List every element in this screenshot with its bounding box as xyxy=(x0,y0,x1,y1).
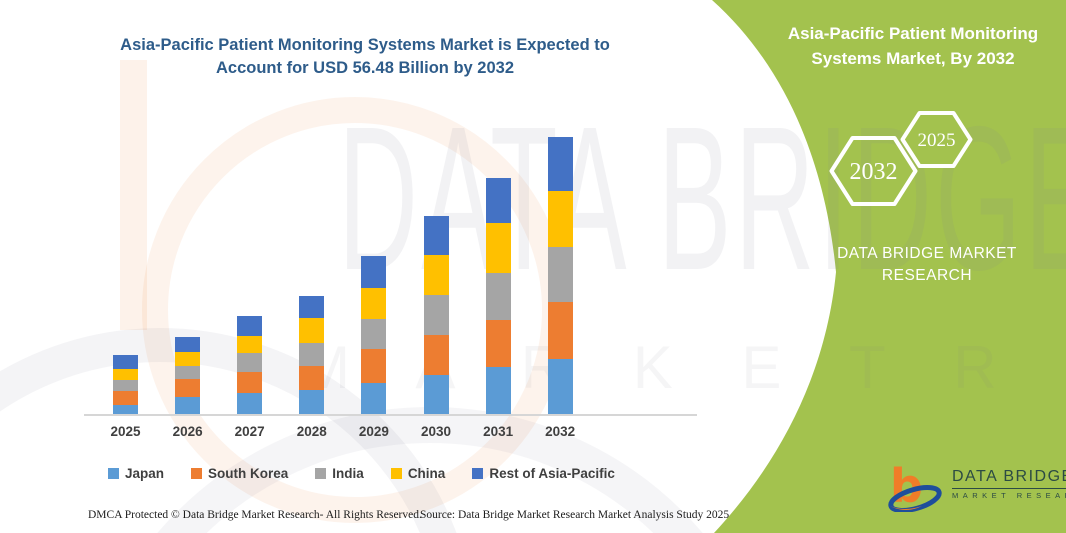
legend-item-china: China xyxy=(390,466,446,481)
legend-label-rest-of-asia-pacific: Rest of Asia-Pacific xyxy=(489,466,615,481)
bar-2026-segment-india xyxy=(175,366,201,380)
side-panel-title-line2: Systems Market, By 2032 xyxy=(811,48,1015,68)
company-logo-tagline: MARKET RESEARCH xyxy=(952,491,1066,500)
bar-2028-segment-china xyxy=(299,318,325,343)
bar-2026-segment-south-korea xyxy=(175,379,201,398)
bar-2030-segment-south-korea xyxy=(423,335,449,376)
side-panel-brand: DATA BRIDGE MARKET RESEARCH xyxy=(792,243,1062,286)
bar-2030-segment-japan xyxy=(423,375,449,414)
legend-label-japan: Japan xyxy=(125,466,165,481)
company-logo-icon: b xyxy=(888,462,942,512)
bar-2025-segment-south-korea xyxy=(113,390,138,406)
bar-2027 xyxy=(237,315,263,414)
bar-2027-segment-south-korea xyxy=(237,372,263,394)
bar-2032-segment-india xyxy=(547,247,573,303)
bar-2031 xyxy=(485,177,511,414)
hexagon-2032-label: 2032 xyxy=(850,159,898,185)
bar-2031-segment-china xyxy=(485,223,511,273)
hexagon-2025-label: 2025 xyxy=(918,130,956,151)
bar-2026 xyxy=(175,336,201,414)
legend-swatch-china xyxy=(390,468,402,479)
legend-item-rest-of-asia-pacific: Rest of Asia-Pacific xyxy=(472,466,615,481)
bar-2032 xyxy=(547,137,573,414)
bar-2032-segment-rest-of-asia-pacific xyxy=(547,137,573,191)
bar-2029-segment-rest-of-asia-pacific xyxy=(361,256,387,289)
bar-2028-segment-india xyxy=(299,342,325,366)
bar-2032-segment-south-korea xyxy=(547,302,573,360)
x-axis-label-2032: 2032 xyxy=(545,424,576,439)
green-banner-shape xyxy=(712,0,1066,533)
bar-2025-segment-china xyxy=(113,368,138,380)
bar-2031-segment-japan xyxy=(485,366,511,414)
bar-2027-segment-china xyxy=(237,336,263,353)
bar-2030-segment-rest-of-asia-pacific xyxy=(423,215,449,255)
bar-2030 xyxy=(423,215,449,414)
bar-2030-segment-china xyxy=(423,254,449,295)
legend-item-south-korea: South Korea xyxy=(191,466,288,481)
x-axis-label-2026: 2026 xyxy=(172,424,203,439)
x-axis-line xyxy=(84,414,697,416)
bar-2030-segment-india xyxy=(423,294,449,336)
bar-2028-segment-south-korea xyxy=(299,366,325,390)
bar-2027-segment-japan xyxy=(237,393,263,414)
x-axis-label-2029: 2029 xyxy=(358,424,389,439)
x-axis-label-2031: 2031 xyxy=(483,424,514,439)
x-axis-label-2025: 2025 xyxy=(110,424,141,439)
bar-2031-segment-rest-of-asia-pacific xyxy=(485,177,511,224)
bar-2029-segment-south-korea xyxy=(361,348,387,383)
legend-item-japan: Japan xyxy=(108,466,164,481)
side-panel-title-line1: Asia-Pacific Patient Monitoring xyxy=(787,24,1039,43)
bar-2029 xyxy=(361,256,387,414)
bar-2032-segment-japan xyxy=(547,359,573,414)
bar-2029-segment-japan xyxy=(361,382,387,414)
bar-2031-segment-india xyxy=(485,272,511,320)
bar-2026-segment-japan xyxy=(175,397,201,414)
bar-2027-segment-rest-of-asia-pacific xyxy=(237,315,263,337)
legend-label-india: India xyxy=(332,466,364,481)
dmca-notice: DMCA Protected © Data Bridge Market Rese… xyxy=(88,509,422,521)
bar-2032-segment-china xyxy=(547,190,573,248)
side-panel-brand-line1: DATA BRIDGE MARKET xyxy=(837,245,1017,262)
bar-2028-segment-japan xyxy=(299,390,325,414)
bar-2025-segment-rest-of-asia-pacific xyxy=(113,354,138,369)
page-title-line1: Asia-Pacific Patient Monitoring Systems … xyxy=(120,36,610,54)
bar-2028-segment-rest-of-asia-pacific xyxy=(299,295,325,318)
x-axis-label-2027: 2027 xyxy=(234,424,265,439)
hexagon-badges: 2032 2025 xyxy=(829,111,973,206)
company-logo: b DATA BRIDGE MARKET RESEARCH xyxy=(888,462,1066,512)
company-logo-text: DATA BRIDGE MARKET RESEARCH xyxy=(952,462,1066,500)
side-panel-title: Asia-Pacific Patient Monitoring Systems … xyxy=(778,22,1048,71)
bar-2026-segment-rest-of-asia-pacific xyxy=(175,336,201,352)
bar-2025 xyxy=(113,354,138,414)
bar-2028 xyxy=(299,295,325,414)
bar-2027-segment-india xyxy=(237,352,263,373)
x-axis-label-2028: 2028 xyxy=(296,424,327,439)
legend-label-china: China xyxy=(407,466,446,481)
legend-swatch-japan xyxy=(108,468,119,479)
bar-2029-segment-india xyxy=(361,318,387,349)
bar-2031-segment-south-korea xyxy=(485,319,511,367)
legend-swatch-south-korea xyxy=(191,468,203,479)
bar-2025-segment-india xyxy=(113,379,138,391)
chart-legend: Japan South Korea India China Rest of Asia-P… xyxy=(108,466,615,481)
legend-item-india: India xyxy=(315,466,364,481)
hexagon-2025-badge xyxy=(900,111,973,168)
legend-label-south-korea: South Korea xyxy=(208,466,289,481)
page-title: Asia-Pacific Patient Monitoring Systems … xyxy=(90,34,640,80)
legend-swatch-rest-of-asia-pacific xyxy=(472,468,484,479)
bar-2026-segment-china xyxy=(175,351,201,367)
company-logo-name: DATA BRIDGE xyxy=(952,468,1066,489)
legend-swatch-india xyxy=(315,468,327,479)
page-title-line2: Account for USD 56.48 Billion by 2032 xyxy=(216,59,514,78)
bar-2029-segment-china xyxy=(361,288,387,319)
x-axis-label-2030: 2030 xyxy=(420,424,452,439)
side-panel-brand-line2: RESEARCH xyxy=(881,266,973,284)
bar-2025-segment-japan xyxy=(113,405,138,414)
source-notice: Source: Data Bridge Market Research Mark… xyxy=(420,509,730,521)
hexagon-2032-badge xyxy=(829,136,918,206)
